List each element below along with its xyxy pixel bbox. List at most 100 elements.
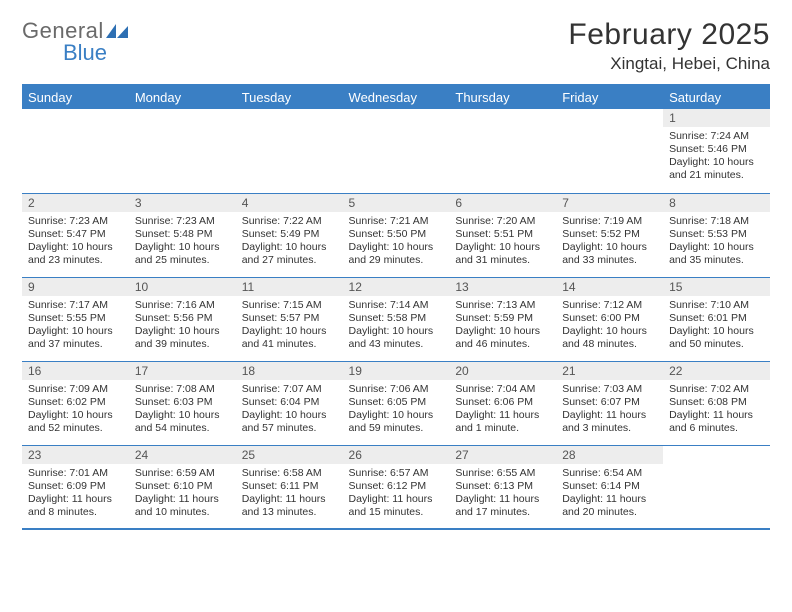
calendar-cell: 10Sunrise: 7:16 AMSunset: 5:56 PMDayligh… [129,277,236,361]
calendar-header-row: SundayMondayTuesdayWednesdayThursdayFrid… [22,86,770,109]
weekday-header: Sunday [22,86,129,109]
day-details: Sunrise: 7:08 AMSunset: 6:03 PMDaylight:… [129,380,236,440]
day-number: 2 [22,194,129,212]
day-details: Sunrise: 7:18 AMSunset: 5:53 PMDaylight:… [663,212,770,272]
day-details: Sunrise: 7:13 AMSunset: 5:59 PMDaylight:… [449,296,556,356]
day-details: Sunrise: 7:02 AMSunset: 6:08 PMDaylight:… [663,380,770,440]
calendar-cell [236,109,343,193]
title-block: February 2025 Xingtai, Hebei, China [568,18,770,74]
day-number: 15 [663,278,770,296]
calendar-cell: 3Sunrise: 7:23 AMSunset: 5:48 PMDaylight… [129,193,236,277]
sail-icon [106,18,128,32]
day-number: 21 [556,362,663,380]
day-number: 3 [129,194,236,212]
weekday-header: Wednesday [343,86,450,109]
calendar-cell: 23Sunrise: 7:01 AMSunset: 6:09 PMDayligh… [22,445,129,529]
calendar-cell [22,109,129,193]
day-details: Sunrise: 7:19 AMSunset: 5:52 PMDaylight:… [556,212,663,272]
calendar-cell: 12Sunrise: 7:14 AMSunset: 5:58 PMDayligh… [343,277,450,361]
calendar-cell: 25Sunrise: 6:58 AMSunset: 6:11 PMDayligh… [236,445,343,529]
day-number: 1 [663,109,770,127]
day-number: 22 [663,362,770,380]
calendar-cell: 6Sunrise: 7:20 AMSunset: 5:51 PMDaylight… [449,193,556,277]
day-details: Sunrise: 6:54 AMSunset: 6:14 PMDaylight:… [556,464,663,524]
day-details: Sunrise: 7:15 AMSunset: 5:57 PMDaylight:… [236,296,343,356]
day-details: Sunrise: 7:23 AMSunset: 5:47 PMDaylight:… [22,212,129,272]
day-number: 10 [129,278,236,296]
weekday-header: Tuesday [236,86,343,109]
calendar-cell: 8Sunrise: 7:18 AMSunset: 5:53 PMDaylight… [663,193,770,277]
calendar-cell: 5Sunrise: 7:21 AMSunset: 5:50 PMDaylight… [343,193,450,277]
calendar-cell: 13Sunrise: 7:13 AMSunset: 5:59 PMDayligh… [449,277,556,361]
day-number: 26 [343,446,450,464]
calendar-cell: 14Sunrise: 7:12 AMSunset: 6:00 PMDayligh… [556,277,663,361]
day-number: 16 [22,362,129,380]
day-number: 25 [236,446,343,464]
day-details: Sunrise: 7:04 AMSunset: 6:06 PMDaylight:… [449,380,556,440]
calendar-cell: 11Sunrise: 7:15 AMSunset: 5:57 PMDayligh… [236,277,343,361]
calendar-cell: 15Sunrise: 7:10 AMSunset: 6:01 PMDayligh… [663,277,770,361]
day-number: 19 [343,362,450,380]
day-number: 7 [556,194,663,212]
day-number: 8 [663,194,770,212]
day-details: Sunrise: 7:10 AMSunset: 6:01 PMDaylight:… [663,296,770,356]
calendar-table: SundayMondayTuesdayWednesdayThursdayFrid… [22,86,770,530]
calendar-cell: 7Sunrise: 7:19 AMSunset: 5:52 PMDaylight… [556,193,663,277]
calendar-cell: 24Sunrise: 6:59 AMSunset: 6:10 PMDayligh… [129,445,236,529]
day-number: 24 [129,446,236,464]
day-details: Sunrise: 6:57 AMSunset: 6:12 PMDaylight:… [343,464,450,524]
calendar-cell: 27Sunrise: 6:55 AMSunset: 6:13 PMDayligh… [449,445,556,529]
day-details: Sunrise: 7:14 AMSunset: 5:58 PMDaylight:… [343,296,450,356]
day-details: Sunrise: 7:23 AMSunset: 5:48 PMDaylight:… [129,212,236,272]
day-number: 17 [129,362,236,380]
day-details: Sunrise: 7:03 AMSunset: 6:07 PMDaylight:… [556,380,663,440]
calendar-cell: 2Sunrise: 7:23 AMSunset: 5:47 PMDaylight… [22,193,129,277]
calendar-cell [663,445,770,529]
day-details: Sunrise: 6:58 AMSunset: 6:11 PMDaylight:… [236,464,343,524]
day-number: 9 [22,278,129,296]
day-details: Sunrise: 7:21 AMSunset: 5:50 PMDaylight:… [343,212,450,272]
day-number: 27 [449,446,556,464]
calendar-body: 1Sunrise: 7:24 AMSunset: 5:46 PMDaylight… [22,109,770,529]
day-details: Sunrise: 7:17 AMSunset: 5:55 PMDaylight:… [22,296,129,356]
calendar-cell: 26Sunrise: 6:57 AMSunset: 6:12 PMDayligh… [343,445,450,529]
day-number: 28 [556,446,663,464]
day-number: 11 [236,278,343,296]
day-details: Sunrise: 6:55 AMSunset: 6:13 PMDaylight:… [449,464,556,524]
calendar-cell: 9Sunrise: 7:17 AMSunset: 5:55 PMDaylight… [22,277,129,361]
calendar-cell: 4Sunrise: 7:22 AMSunset: 5:49 PMDaylight… [236,193,343,277]
calendar-cell: 17Sunrise: 7:08 AMSunset: 6:03 PMDayligh… [129,361,236,445]
day-details: Sunrise: 7:16 AMSunset: 5:56 PMDaylight:… [129,296,236,356]
day-number: 18 [236,362,343,380]
day-details: Sunrise: 7:07 AMSunset: 6:04 PMDaylight:… [236,380,343,440]
day-number: 20 [449,362,556,380]
calendar-cell: 16Sunrise: 7:09 AMSunset: 6:02 PMDayligh… [22,361,129,445]
day-details: Sunrise: 7:09 AMSunset: 6:02 PMDaylight:… [22,380,129,440]
day-details: Sunrise: 7:12 AMSunset: 6:00 PMDaylight:… [556,296,663,356]
month-title: February 2025 [568,18,770,52]
day-number: 6 [449,194,556,212]
location: Xingtai, Hebei, China [568,54,770,74]
day-number: 13 [449,278,556,296]
calendar-cell: 18Sunrise: 7:07 AMSunset: 6:04 PMDayligh… [236,361,343,445]
day-details: Sunrise: 7:06 AMSunset: 6:05 PMDaylight:… [343,380,450,440]
day-number: 4 [236,194,343,212]
day-details: Sunrise: 6:59 AMSunset: 6:10 PMDaylight:… [129,464,236,524]
calendar-cell: 1Sunrise: 7:24 AMSunset: 5:46 PMDaylight… [663,109,770,193]
weekday-header: Friday [556,86,663,109]
calendar-cell: 20Sunrise: 7:04 AMSunset: 6:06 PMDayligh… [449,361,556,445]
calendar-cell [343,109,450,193]
calendar-cell [129,109,236,193]
logo-text-2: Blue [63,40,107,66]
weekday-header: Thursday [449,86,556,109]
weekday-header: Saturday [663,86,770,109]
day-details: Sunrise: 7:20 AMSunset: 5:51 PMDaylight:… [449,212,556,272]
day-details: Sunrise: 7:01 AMSunset: 6:09 PMDaylight:… [22,464,129,524]
weekday-header: Monday [129,86,236,109]
calendar-cell: 28Sunrise: 6:54 AMSunset: 6:14 PMDayligh… [556,445,663,529]
calendar-cell [556,109,663,193]
header: General February 2025 Xingtai, Hebei, Ch… [22,18,770,74]
calendar-cell: 19Sunrise: 7:06 AMSunset: 6:05 PMDayligh… [343,361,450,445]
calendar-cell [449,109,556,193]
calendar-cell: 21Sunrise: 7:03 AMSunset: 6:07 PMDayligh… [556,361,663,445]
